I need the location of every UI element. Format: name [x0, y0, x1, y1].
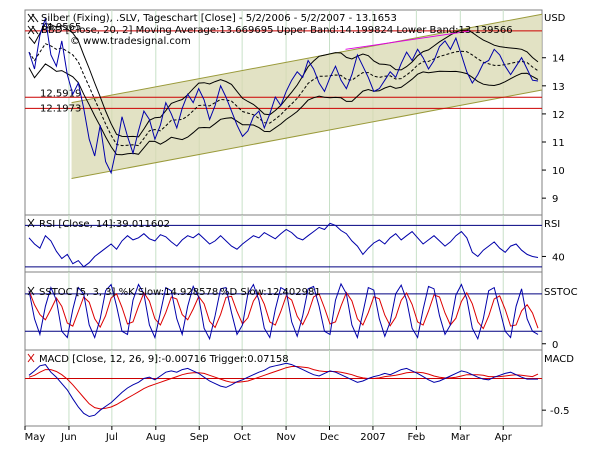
- sstoc-k-line: [28, 282, 539, 341]
- x-month-label-3: Aug: [146, 432, 166, 443]
- x-month-label-9: Feb: [408, 432, 426, 443]
- price-ytick-label-12: 12: [552, 110, 565, 121]
- moving-average-line: [28, 43, 539, 147]
- price-hline-label-0: 14.9565: [40, 22, 81, 33]
- x-month-label-4: Sep: [190, 432, 209, 443]
- channel-lower-line: [71, 89, 543, 179]
- macd-ytick-label: -0.5: [550, 406, 570, 417]
- price-ytick-label-11: 11: [552, 138, 565, 149]
- channel-upper-line: [71, 13, 543, 104]
- panel-frame-sstoc: [24, 271, 543, 351]
- currency-label: USD: [544, 13, 566, 24]
- resistance-line: [345, 30, 470, 50]
- x-month-label-5: Oct: [233, 432, 250, 443]
- price-ytick-label-14: 14: [552, 54, 565, 65]
- price-ytick-label-10: 10: [552, 166, 565, 177]
- price-ytick-label-9: 9: [552, 194, 558, 205]
- x-month-label-2: Jul: [105, 432, 118, 443]
- rsi-icon: [27, 218, 35, 228]
- watermark: © www.tradesignal.com: [70, 36, 191, 47]
- x-month-label-10: Mar: [451, 432, 471, 443]
- price-ytick-label-13: 13: [552, 82, 565, 93]
- macd-line: [28, 362, 538, 418]
- price-hline-label-1: 12.5919: [40, 88, 81, 99]
- macd-icon: [27, 353, 35, 363]
- x-month-label-0: May: [25, 432, 46, 443]
- bollinger-lower-band: [28, 63, 539, 156]
- bbd-label: BBD [Close, 20, 2] Moving Average:13.669…: [41, 25, 513, 36]
- indicator-icon-1: [27, 25, 39, 35]
- indicator-icon-0: [27, 13, 39, 23]
- x-month-label-11: Apr: [495, 432, 513, 443]
- price-channel-fill: [71, 14, 542, 179]
- price-title: Silber (Fixing), .SLV, Tageschart [Close…: [41, 13, 397, 24]
- sstoc-label-k: SSTOC [5, 3, 3] %K Slow:14.928578: [39, 287, 218, 298]
- rsi-label: RSI [Close, 14]:39.011602: [39, 219, 170, 230]
- sstoc-icon: [27, 286, 35, 296]
- rsi-line: [28, 222, 539, 268]
- x-month-label-6: Nov: [276, 432, 296, 443]
- macd-name: MACD: [544, 354, 574, 365]
- sstoc-label-d: %D Slow:12.402981: [220, 287, 321, 298]
- x-month-label-8: 2007: [360, 432, 385, 443]
- sstoc-ytick-label: 0: [552, 340, 558, 351]
- panel-frame-macd: [24, 349, 543, 427]
- sstoc-name: SSTOC: [544, 287, 578, 298]
- price-hline-label-2: 12.1973: [40, 103, 81, 114]
- macd-label: MACD [Close, 12, 26, 9]:-0.00716 Trigger…: [39, 354, 289, 365]
- rsi-ytick-label: 40: [552, 252, 565, 263]
- macd-trigger-line: [28, 366, 539, 410]
- price-line: [28, 18, 539, 175]
- x-month-label-1: Jun: [60, 432, 77, 443]
- rsi-name: RSI: [544, 219, 560, 230]
- x-month-label-7: Dec: [320, 432, 339, 443]
